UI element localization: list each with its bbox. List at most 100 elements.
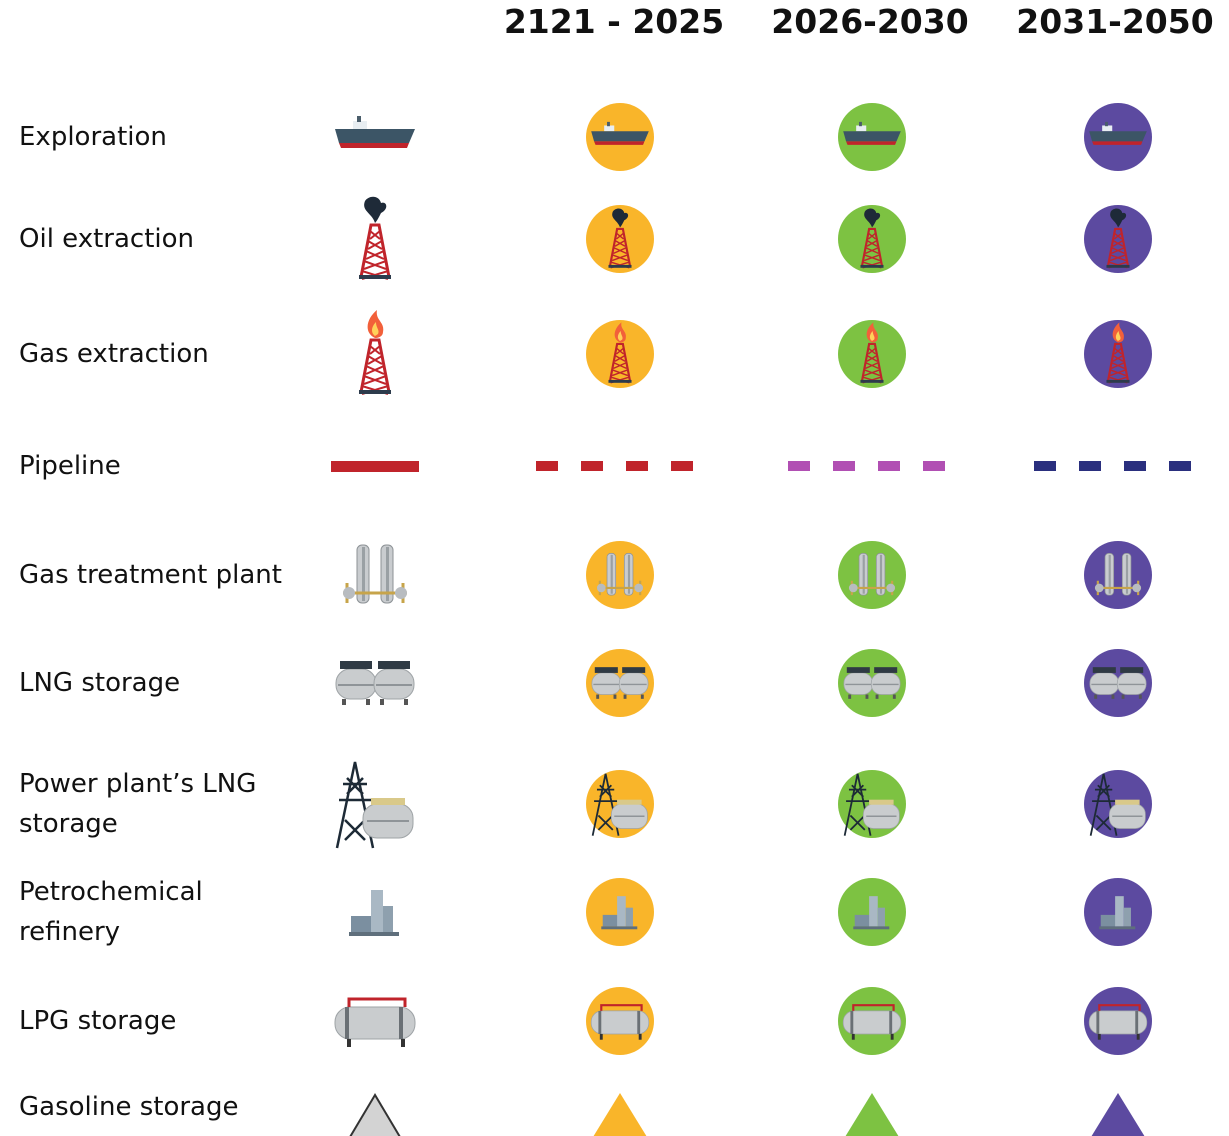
block: [351, 916, 373, 932]
pipeline-dash: [581, 461, 603, 471]
ship-keel: [594, 141, 644, 145]
base-icon: [337, 762, 413, 848]
ship-cabin: [353, 121, 367, 129]
base-icon: [359, 310, 391, 394]
base: [1099, 926, 1135, 929]
pipeline-dash: [536, 461, 558, 471]
pipeline-dash: [1034, 461, 1056, 471]
tank: [886, 584, 895, 593]
row-label: Power plant’s LNG storage: [19, 764, 287, 844]
tank-top: [869, 800, 893, 805]
tank: [1132, 584, 1141, 593]
pipeline-dash: [626, 461, 648, 471]
row-label: LNG storage: [19, 663, 287, 703]
lpg-leg: [852, 1034, 855, 1040]
lng-top: [340, 661, 372, 669]
lng-leg: [366, 699, 370, 705]
period-circle: [586, 541, 654, 609]
rig-base: [359, 275, 391, 279]
lng-top: [847, 667, 870, 673]
lpg-leg: [639, 1034, 642, 1040]
lpg-leg: [1098, 1034, 1101, 1040]
lpg-rail: [349, 999, 405, 1007]
block: [603, 915, 619, 927]
base-icon: [336, 661, 414, 705]
lpg-leg: [401, 1039, 405, 1047]
tank-top: [371, 798, 405, 805]
lpg-leg: [347, 1039, 351, 1047]
lng-leg: [1122, 695, 1125, 699]
lng-leg: [380, 699, 384, 705]
column: [1115, 896, 1124, 926]
lng-top: [1093, 667, 1116, 673]
lng-leg: [641, 695, 644, 699]
ship-keel: [339, 143, 409, 148]
base-icon: [335, 116, 415, 148]
tank: [1095, 584, 1104, 593]
rig-base: [860, 380, 883, 383]
lng-tank: [844, 673, 873, 695]
lpg-leg: [600, 1034, 603, 1040]
pipeline-dash: [1169, 461, 1191, 471]
lpg-band: [889, 1011, 892, 1034]
period-circle: [1084, 541, 1152, 609]
tank-top: [617, 800, 641, 805]
column: [1124, 908, 1131, 927]
lng-leg: [866, 695, 869, 699]
rig-base: [608, 380, 631, 383]
tank-top: [1115, 800, 1139, 805]
tank: [634, 584, 643, 593]
ship-cabin: [604, 125, 614, 131]
lng-leg: [848, 695, 851, 699]
lpg-leg: [891, 1034, 894, 1040]
pipeline-dash: [1079, 461, 1101, 471]
oil-plume: [364, 197, 386, 223]
base-icon: [343, 545, 407, 603]
lpg-band: [1135, 1011, 1138, 1034]
lpg-leg: [1137, 1034, 1140, 1040]
period-circle: [838, 541, 906, 609]
pipeline-dash: [788, 461, 810, 471]
lpg-band: [598, 1011, 601, 1034]
column: [383, 906, 393, 932]
lng-tank: [1117, 673, 1146, 695]
ship-cabin: [1102, 125, 1112, 131]
pipeline-dash: [833, 461, 855, 471]
tank: [849, 584, 858, 593]
base-icon: [335, 999, 415, 1047]
tank: [597, 584, 606, 593]
column: [878, 908, 885, 927]
lng-tank: [871, 673, 900, 695]
pipeline-dash: [878, 461, 900, 471]
ship-cabin: [856, 125, 866, 131]
rig-base: [608, 265, 631, 268]
lng-leg: [342, 699, 346, 705]
base: [853, 926, 889, 929]
triangle-period: [1091, 1093, 1145, 1136]
period-header: 2121 - 2025: [504, 2, 724, 41]
lng-leg: [596, 695, 599, 699]
lng-top: [874, 667, 897, 673]
row-label: Gas treatment plant: [19, 555, 287, 595]
column: [371, 890, 383, 932]
pylon: [337, 762, 373, 848]
base: [601, 926, 637, 929]
ship-keel: [1092, 141, 1142, 145]
ship-mast: [859, 122, 862, 126]
block: [1101, 915, 1117, 927]
lng-leg: [1139, 695, 1142, 699]
lng-tank: [592, 673, 621, 695]
column: [617, 896, 626, 926]
lng-top: [378, 661, 410, 669]
lng-tank: [1090, 673, 1119, 695]
tank: [395, 587, 407, 599]
row-label: Pipeline: [19, 446, 287, 486]
row-label: Exploration: [19, 117, 287, 157]
pipeline-solid: [331, 461, 419, 472]
row-label: Oil extraction: [19, 219, 287, 259]
block: [855, 915, 871, 927]
pipeline-dash: [671, 461, 693, 471]
ship-hull: [1089, 131, 1147, 141]
row-label: Gasoline storage: [19, 1087, 287, 1127]
pipeline-dash: [1124, 461, 1146, 471]
